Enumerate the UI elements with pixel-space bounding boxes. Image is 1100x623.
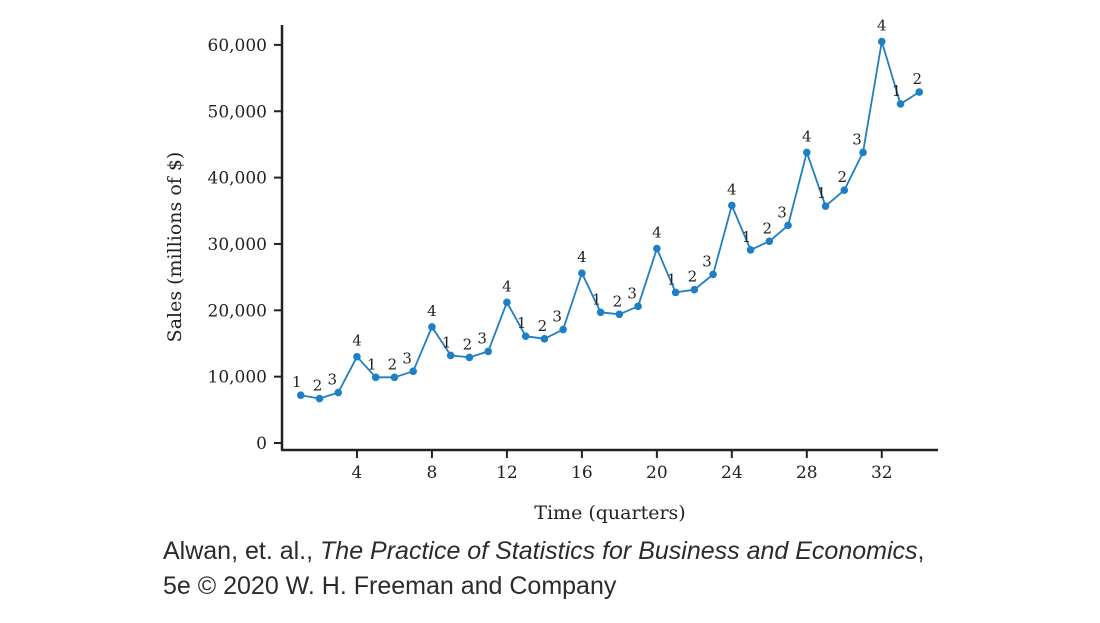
caption-line-1: Alwan, et. al., The Practice of Statisti… <box>163 534 1063 569</box>
quarter-label: 3 <box>627 284 637 302</box>
quarter-label: 4 <box>652 224 662 242</box>
data-point <box>615 310 624 319</box>
y-tick-label: 10,000 <box>208 368 267 388</box>
quarter-label: 3 <box>327 371 337 389</box>
quarter-label: 1 <box>667 270 677 288</box>
quarter-label: 1 <box>292 373 302 391</box>
quarter-label: 3 <box>477 329 487 347</box>
y-tick-label: 50,000 <box>208 102 267 122</box>
data-point <box>578 269 586 277</box>
quarter-label: 4 <box>877 17 887 35</box>
quarter-label: 1 <box>442 333 452 351</box>
y-tick-label: 20,000 <box>208 301 267 321</box>
data-point <box>353 352 361 361</box>
data-point <box>915 88 924 96</box>
data-point <box>728 201 736 210</box>
quarter-label: 3 <box>852 130 862 148</box>
x-tick-label: 20 <box>646 463 668 483</box>
data-point <box>671 288 680 297</box>
quarter-label: 1 <box>742 228 752 246</box>
x-tick-label: 32 <box>871 463 893 483</box>
quarter-label: 2 <box>388 355 398 373</box>
quarter-label: 1 <box>367 355 377 373</box>
data-point <box>746 246 755 254</box>
x-tick-label: 8 <box>427 463 438 483</box>
quarter-label: 3 <box>552 308 562 326</box>
data-point <box>465 353 474 362</box>
data-point <box>428 323 436 331</box>
caption-comma: , <box>917 537 925 565</box>
data-point <box>877 37 886 46</box>
quarter-label: 3 <box>402 349 412 367</box>
data-point <box>540 335 549 343</box>
data-point <box>596 308 605 317</box>
data-point <box>521 332 530 340</box>
data-point <box>296 391 305 400</box>
quarter-label: 1 <box>817 184 827 202</box>
data-point <box>765 237 774 246</box>
caption-authors: Alwan, et. al., <box>163 537 321 565</box>
caption-line-2: 5e © 2020 W. H. Freeman and Company <box>163 572 617 600</box>
quarter-label: 2 <box>688 268 698 286</box>
quarter-label: 4 <box>802 127 812 145</box>
quarter-label: 2 <box>313 377 323 395</box>
data-point <box>896 100 905 108</box>
quarter-label: 2 <box>613 292 623 310</box>
y-tick-label: 0 <box>256 434 267 454</box>
quarter-label: 4 <box>502 277 512 295</box>
quarter-label: 2 <box>838 168 848 186</box>
quarter-label: 2 <box>763 219 773 237</box>
quarter-label: 2 <box>912 70 922 88</box>
quarter-label: 1 <box>517 314 527 332</box>
y-axis-title: Sales (millions of $) <box>164 152 186 343</box>
x-tick-label: 24 <box>721 463 743 483</box>
quarter-label: 2 <box>538 317 548 335</box>
caption-book-title: The Practice of Statistics for Business … <box>320 537 918 565</box>
y-tick-label: 60,000 <box>208 36 267 56</box>
data-point <box>634 302 642 311</box>
data-point <box>803 148 811 157</box>
data-point <box>409 367 418 376</box>
y-tick-label: 40,000 <box>208 169 267 189</box>
data-point <box>784 221 792 230</box>
data-point <box>653 244 661 253</box>
data-point <box>690 285 699 294</box>
x-tick-label: 4 <box>352 463 363 483</box>
tick-group: 0 10,000 20,000 30,000 40,000 50,000 60,000 4 8 1… <box>208 36 893 483</box>
series-group <box>296 37 924 403</box>
quarter-label: 4 <box>727 180 737 198</box>
x-tick-label: 12 <box>496 463 518 483</box>
quarter-label: 1 <box>892 82 902 100</box>
x-axis-title: Time (quarters) <box>534 502 685 524</box>
data-point <box>334 388 343 397</box>
quarter-label: 2 <box>463 335 473 353</box>
data-point <box>315 394 324 403</box>
data-point <box>859 148 867 157</box>
data-point <box>503 298 511 307</box>
data-point <box>446 351 455 360</box>
data-point <box>390 373 399 382</box>
source-caption: Alwan, et. al., The Practice of Statisti… <box>163 534 1063 604</box>
quarter-label: 4 <box>427 302 437 320</box>
data-point <box>821 202 830 210</box>
data-point <box>371 373 380 382</box>
x-tick-label: 16 <box>571 463 593 483</box>
quarter-label: 4 <box>352 332 362 350</box>
y-tick-label: 30,000 <box>208 235 267 255</box>
quarter-label: 3 <box>702 252 712 270</box>
data-point <box>484 347 492 356</box>
data-point <box>840 186 849 195</box>
data-point <box>709 270 717 279</box>
data-point <box>559 325 567 334</box>
axes <box>280 25 938 452</box>
quarter-label: 4 <box>577 248 587 266</box>
sales-series-line <box>300 40 920 400</box>
quarter-label: 3 <box>777 203 787 221</box>
quarter-label: 1 <box>592 290 602 308</box>
x-tick-label: 28 <box>796 463 818 483</box>
